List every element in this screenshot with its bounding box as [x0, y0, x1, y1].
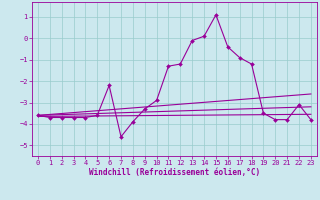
X-axis label: Windchill (Refroidissement éolien,°C): Windchill (Refroidissement éolien,°C) — [89, 168, 260, 177]
